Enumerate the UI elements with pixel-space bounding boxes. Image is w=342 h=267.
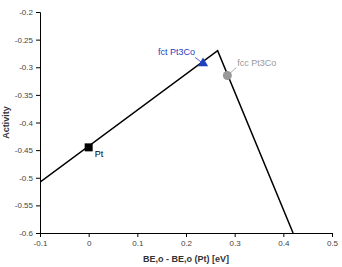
y-tick: -0.3 [19, 63, 40, 72]
x-tick: 0 [87, 233, 92, 248]
y-axis-title: Activity [1, 106, 11, 139]
y-axis: -0.6 -0.55 -0.5 -0.45 -0.4 -0.35 -0.3 -0.25 -0.2 [15, 8, 41, 238]
y-tick-label: -0.5 [19, 174, 33, 183]
point-label: fct Pt3Co [158, 47, 195, 57]
x-tick: 0.2 [181, 233, 193, 248]
y-tick-mark [36, 233, 40, 234]
chart: -0.100.10.20.30.40.5-0.6-0.55-0.5-0.45-0… [0, 0, 342, 267]
y-tick-label: -0.55 [15, 201, 34, 210]
y-tick-mark [36, 95, 40, 96]
y-tick-label: -0.6 [19, 229, 33, 238]
x-tick-mark [235, 233, 236, 237]
y-tick: -0.6 [19, 229, 40, 238]
y-tick: -0.35 [15, 91, 40, 100]
x-tick-mark [137, 233, 138, 237]
y-tick-label: -0.3 [19, 63, 33, 72]
marks [40, 51, 293, 233]
y-tick-label: -0.45 [15, 146, 34, 155]
leader-line [195, 57, 203, 63]
x-tick-label: 0.2 [181, 239, 193, 248]
y-tick: -0.2 [19, 8, 40, 17]
x-axis-title: BE,o - BE,o (Pt) [eV] [143, 254, 229, 264]
x-axis-line [41, 234, 333, 238]
y-tick: -0.55 [15, 201, 40, 210]
x-tick: -0.1 [34, 233, 48, 248]
y-tick: -0.4 [19, 119, 40, 128]
x-tick-label: 0.3 [230, 239, 242, 248]
y-tick-mark [36, 40, 40, 41]
y-axis-line [36, 13, 41, 234]
y-tick: -0.25 [15, 36, 40, 45]
x-tick: 0.5 [327, 233, 339, 248]
x-tick-label: -0.1 [34, 239, 48, 248]
y-tick-mark [36, 67, 40, 68]
y-tick-label: -0.2 [19, 8, 33, 17]
y-tick-label: -0.35 [15, 91, 34, 100]
x-tick-mark [283, 233, 284, 237]
x-tick-label: 0.4 [278, 239, 290, 248]
y-tick-mark [36, 178, 40, 179]
leader-line [227, 68, 236, 76]
point [85, 143, 93, 151]
x-tick-label: 0.1 [132, 239, 144, 248]
x-tick-mark [332, 233, 333, 237]
y-tick-label: -0.25 [15, 36, 34, 45]
x-tick: 0.1 [132, 233, 144, 248]
point-label: fcc Pt3Co [237, 58, 276, 68]
point-label: Pt [95, 149, 104, 159]
point [198, 57, 208, 66]
x-tick-mark [89, 233, 90, 237]
y-tick: -0.5 [19, 174, 40, 183]
x-tick-mark [186, 233, 187, 237]
volcano-line [40, 51, 293, 233]
y-tick-mark [36, 123, 40, 124]
y-tick-mark [36, 150, 40, 151]
x-tick-label: 0.5 [327, 239, 339, 248]
plot: -0.100.10.20.30.40.5-0.6-0.55-0.5-0.45-0… [15, 8, 339, 248]
x-tick: 0.4 [278, 233, 290, 248]
y-tick-mark [36, 12, 40, 13]
point-labels: Pt fct Pt3Co fcc Pt3Co [95, 47, 277, 159]
y-tick-mark [36, 205, 40, 206]
y-tick: -0.45 [15, 146, 40, 155]
y-tick-label: -0.4 [19, 119, 33, 128]
x-tick-label: 0 [87, 239, 92, 248]
x-axis: -0.1 0 0.1 0.2 0.3 0.4 0.5 [34, 233, 339, 248]
x-tick: 0.3 [230, 233, 242, 248]
